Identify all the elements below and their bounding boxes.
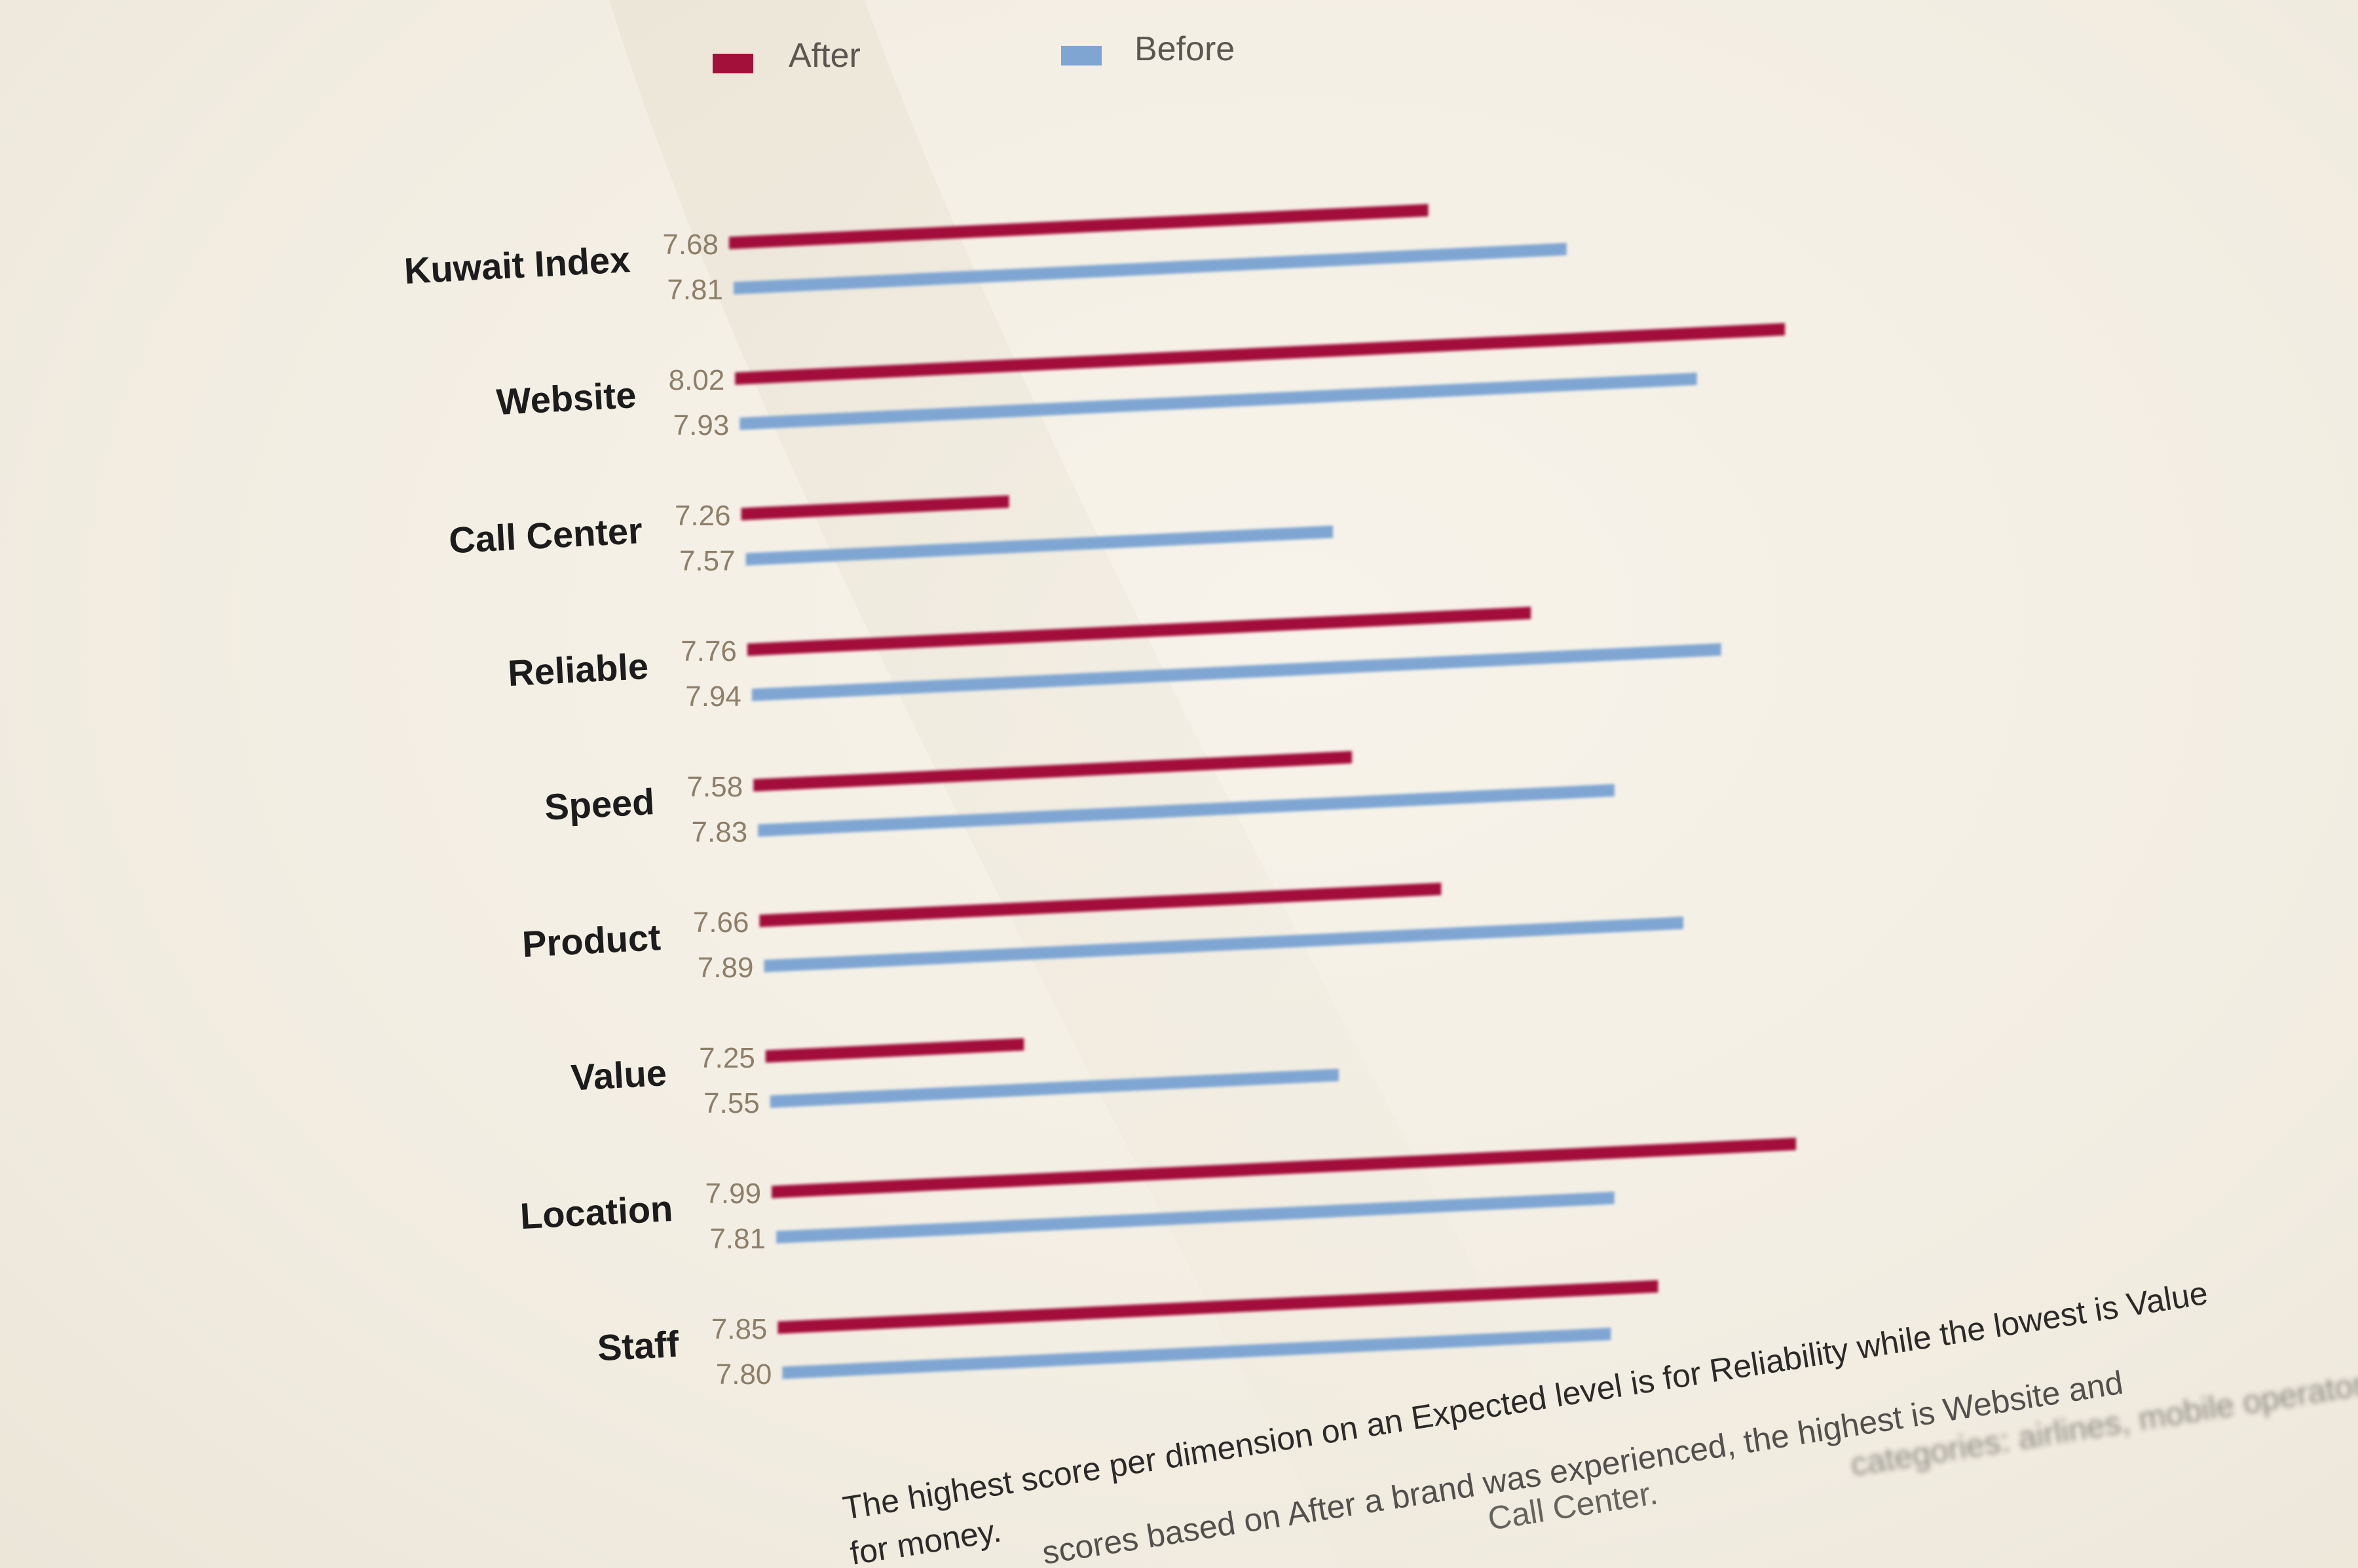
bar-after-product — [759, 882, 1442, 927]
bar-before-speed — [758, 784, 1615, 837]
bar-before-website — [739, 372, 1697, 430]
bar-after-kuwait-index — [729, 204, 1429, 250]
value-label-before: 7.93 — [673, 409, 730, 441]
value-label-before: 7.57 — [679, 545, 736, 577]
value-label-after: 7.58 — [687, 771, 743, 803]
category-label: Value — [570, 1052, 667, 1098]
bar-after-speed — [753, 751, 1353, 792]
legend-label-after: After — [789, 37, 861, 75]
value-label-after: 7.68 — [662, 229, 719, 261]
category-label: Product — [521, 916, 662, 965]
value-label-after: 7.66 — [693, 906, 749, 939]
category-label: Call Center — [448, 510, 644, 561]
bar-before-location — [776, 1191, 1615, 1244]
category-label: Staff — [596, 1323, 680, 1368]
category-label: Kuwait Index — [403, 238, 631, 291]
category-label: Speed — [544, 781, 656, 828]
value-label-after: 7.26 — [675, 500, 731, 532]
value-label-after: 8.02 — [669, 364, 725, 396]
value-label-before: 7.81 — [667, 274, 723, 306]
legend-swatch-before — [1061, 46, 1102, 65]
category-label: Website — [495, 374, 637, 422]
category-label: Location — [519, 1187, 673, 1237]
value-label-before: 7.83 — [692, 816, 748, 848]
caption: The highest score per dimension on an Ex… — [840, 1275, 2358, 1568]
bar-before-value — [770, 1068, 1339, 1108]
legend-label-before: Before — [1134, 30, 1235, 68]
plot-area: 7.68 7.81 Kuwait Index 8.02 7.93 Website 7.26 7… — [403, 204, 1797, 1391]
bar-after-website — [735, 323, 1786, 385]
bar-after-location — [772, 1137, 1797, 1199]
bar-after-call-center — [741, 495, 1009, 521]
bar-before-staff — [782, 1328, 1611, 1379]
bar-before-call-center — [745, 525, 1334, 566]
value-label-after: 7.25 — [699, 1042, 755, 1074]
value-label-after: 7.76 — [681, 635, 737, 667]
bar-before-kuwait-index — [734, 242, 1567, 295]
legend-swatch-after — [713, 54, 753, 73]
category-label: Reliable — [507, 645, 650, 694]
value-label-before: 7.89 — [698, 952, 754, 984]
bar-after-value — [765, 1037, 1024, 1063]
value-label-before: 7.80 — [716, 1358, 772, 1391]
value-label-before: 7.94 — [685, 681, 741, 713]
value-label-before: 7.55 — [703, 1087, 760, 1119]
bar-before-product — [764, 916, 1684, 973]
background-swoosh — [609, 0, 1638, 1568]
bar-before-reliable — [751, 643, 1721, 701]
value-label-after: 7.99 — [705, 1178, 761, 1210]
legend: After Before — [713, 30, 1235, 75]
value-label-after: 7.85 — [711, 1313, 768, 1345]
bar-after-staff — [777, 1280, 1658, 1334]
bar-after-reliable — [747, 607, 1531, 656]
value-label-before: 7.81 — [709, 1223, 766, 1255]
